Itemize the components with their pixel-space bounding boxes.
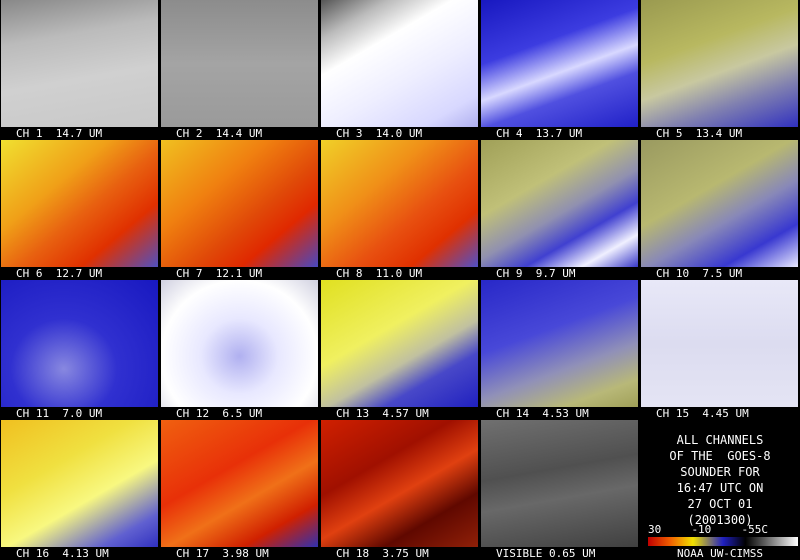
info-panel: ALL CHANNELS OF THE GOES-8 SOUNDER FOR 1… [640,420,800,560]
channel-image [1,0,158,127]
channel-image [641,140,798,267]
channel-image [641,280,798,407]
panel-label: CH 1 14.7 UM [16,127,103,140]
panel-label: CH 14 4.53 UM [496,407,589,420]
panel: CH 12 6.5 UM [160,280,320,420]
scale-label: 30 [648,523,662,536]
info-line: (2001300) [687,513,753,527]
panel: CH 14 4.53 UM [480,280,640,420]
info-line: 16:47 UTC ON [676,481,764,495]
channel-image [321,280,478,407]
panel: CH 1 14.7 UM [0,0,160,140]
panel: CH 7 12.1 UM [160,140,320,280]
panel: CH 9 9.7 UM [480,140,640,280]
panel-label: CH 3 14.0 UM [336,127,423,140]
channel-image [161,420,318,547]
panel-label: CH 10 7.5 UM [656,267,743,280]
panel: CH 8 11.0 UM [320,140,480,280]
panel: CH 2 14.4 UM [160,0,320,140]
panel-label: CH 7 12.1 UM [176,267,263,280]
info-line: ALL CHANNELS [676,433,764,447]
info-line: 27 OCT 01 [687,497,753,511]
channel-image [161,0,318,127]
panel-label: CH 9 9.7 UM [496,267,576,280]
panel: CH 15 4.45 UM [640,280,800,420]
panel-label: CH 12 6.5 UM [176,407,263,420]
channel-image [321,0,478,127]
scale-label: -10 [691,523,712,536]
channel-image [481,140,638,267]
panel: CH 17 3.98 UM [160,420,320,560]
channel-image [1,280,158,407]
panel-label: CH 16 4.13 UM [16,547,109,560]
channel-image [481,280,638,407]
info-line: SOUNDER FOR [680,465,760,479]
panel: CH 11 7.0 UM [0,280,160,420]
scale-label: -55C [741,523,769,536]
panel-label: CH 6 12.7 UM [16,267,103,280]
panel: CH 13 4.57 UM [320,280,480,420]
panel: CH 18 3.75 UM [320,420,480,560]
channel-image [481,0,638,127]
panel-label: CH 11 7.0 UM [16,407,103,420]
credit: NOAA UW-CIMSS [676,547,764,560]
channel-image [481,420,638,547]
scale-labels: 30 -10 -55C [648,523,768,536]
panel-label: CH 4 13.7 UM [496,127,583,140]
panel: CH 5 13.4 UM [640,0,800,140]
channel-image [321,140,478,267]
info-lines: ALL CHANNELS OF THE GOES-8 SOUNDER FOR 1… [640,432,800,528]
channel-image [1,140,158,267]
info-line: OF THE GOES-8 [669,449,771,463]
panel-label: CH 5 13.4 UM [656,127,743,140]
panel: CH 10 7.5 UM [640,140,800,280]
channel-image [161,280,318,407]
channel-image [641,0,798,127]
panel: CH 3 14.0 UM [320,0,480,140]
panel-label: CH 15 4.45 UM [656,407,749,420]
color-bar [648,537,798,546]
panel: CH 4 13.7 UM [480,0,640,140]
panel-label: CH 13 4.57 UM [336,407,429,420]
panel-label: CH 2 14.4 UM [176,127,263,140]
panel: CH 16 4.13 UM [0,420,160,560]
channel-image [1,420,158,547]
channel-image [321,420,478,547]
panel-label: CH 8 11.0 UM [336,267,423,280]
panel: VISIBLE 0.65 UM [480,420,640,560]
panel-label: CH 17 3.98 UM [176,547,269,560]
panel-label: VISIBLE 0.65 UM [496,547,596,560]
panel-label: CH 18 3.75 UM [336,547,429,560]
channel-image [161,140,318,267]
panel: CH 6 12.7 UM [0,140,160,280]
